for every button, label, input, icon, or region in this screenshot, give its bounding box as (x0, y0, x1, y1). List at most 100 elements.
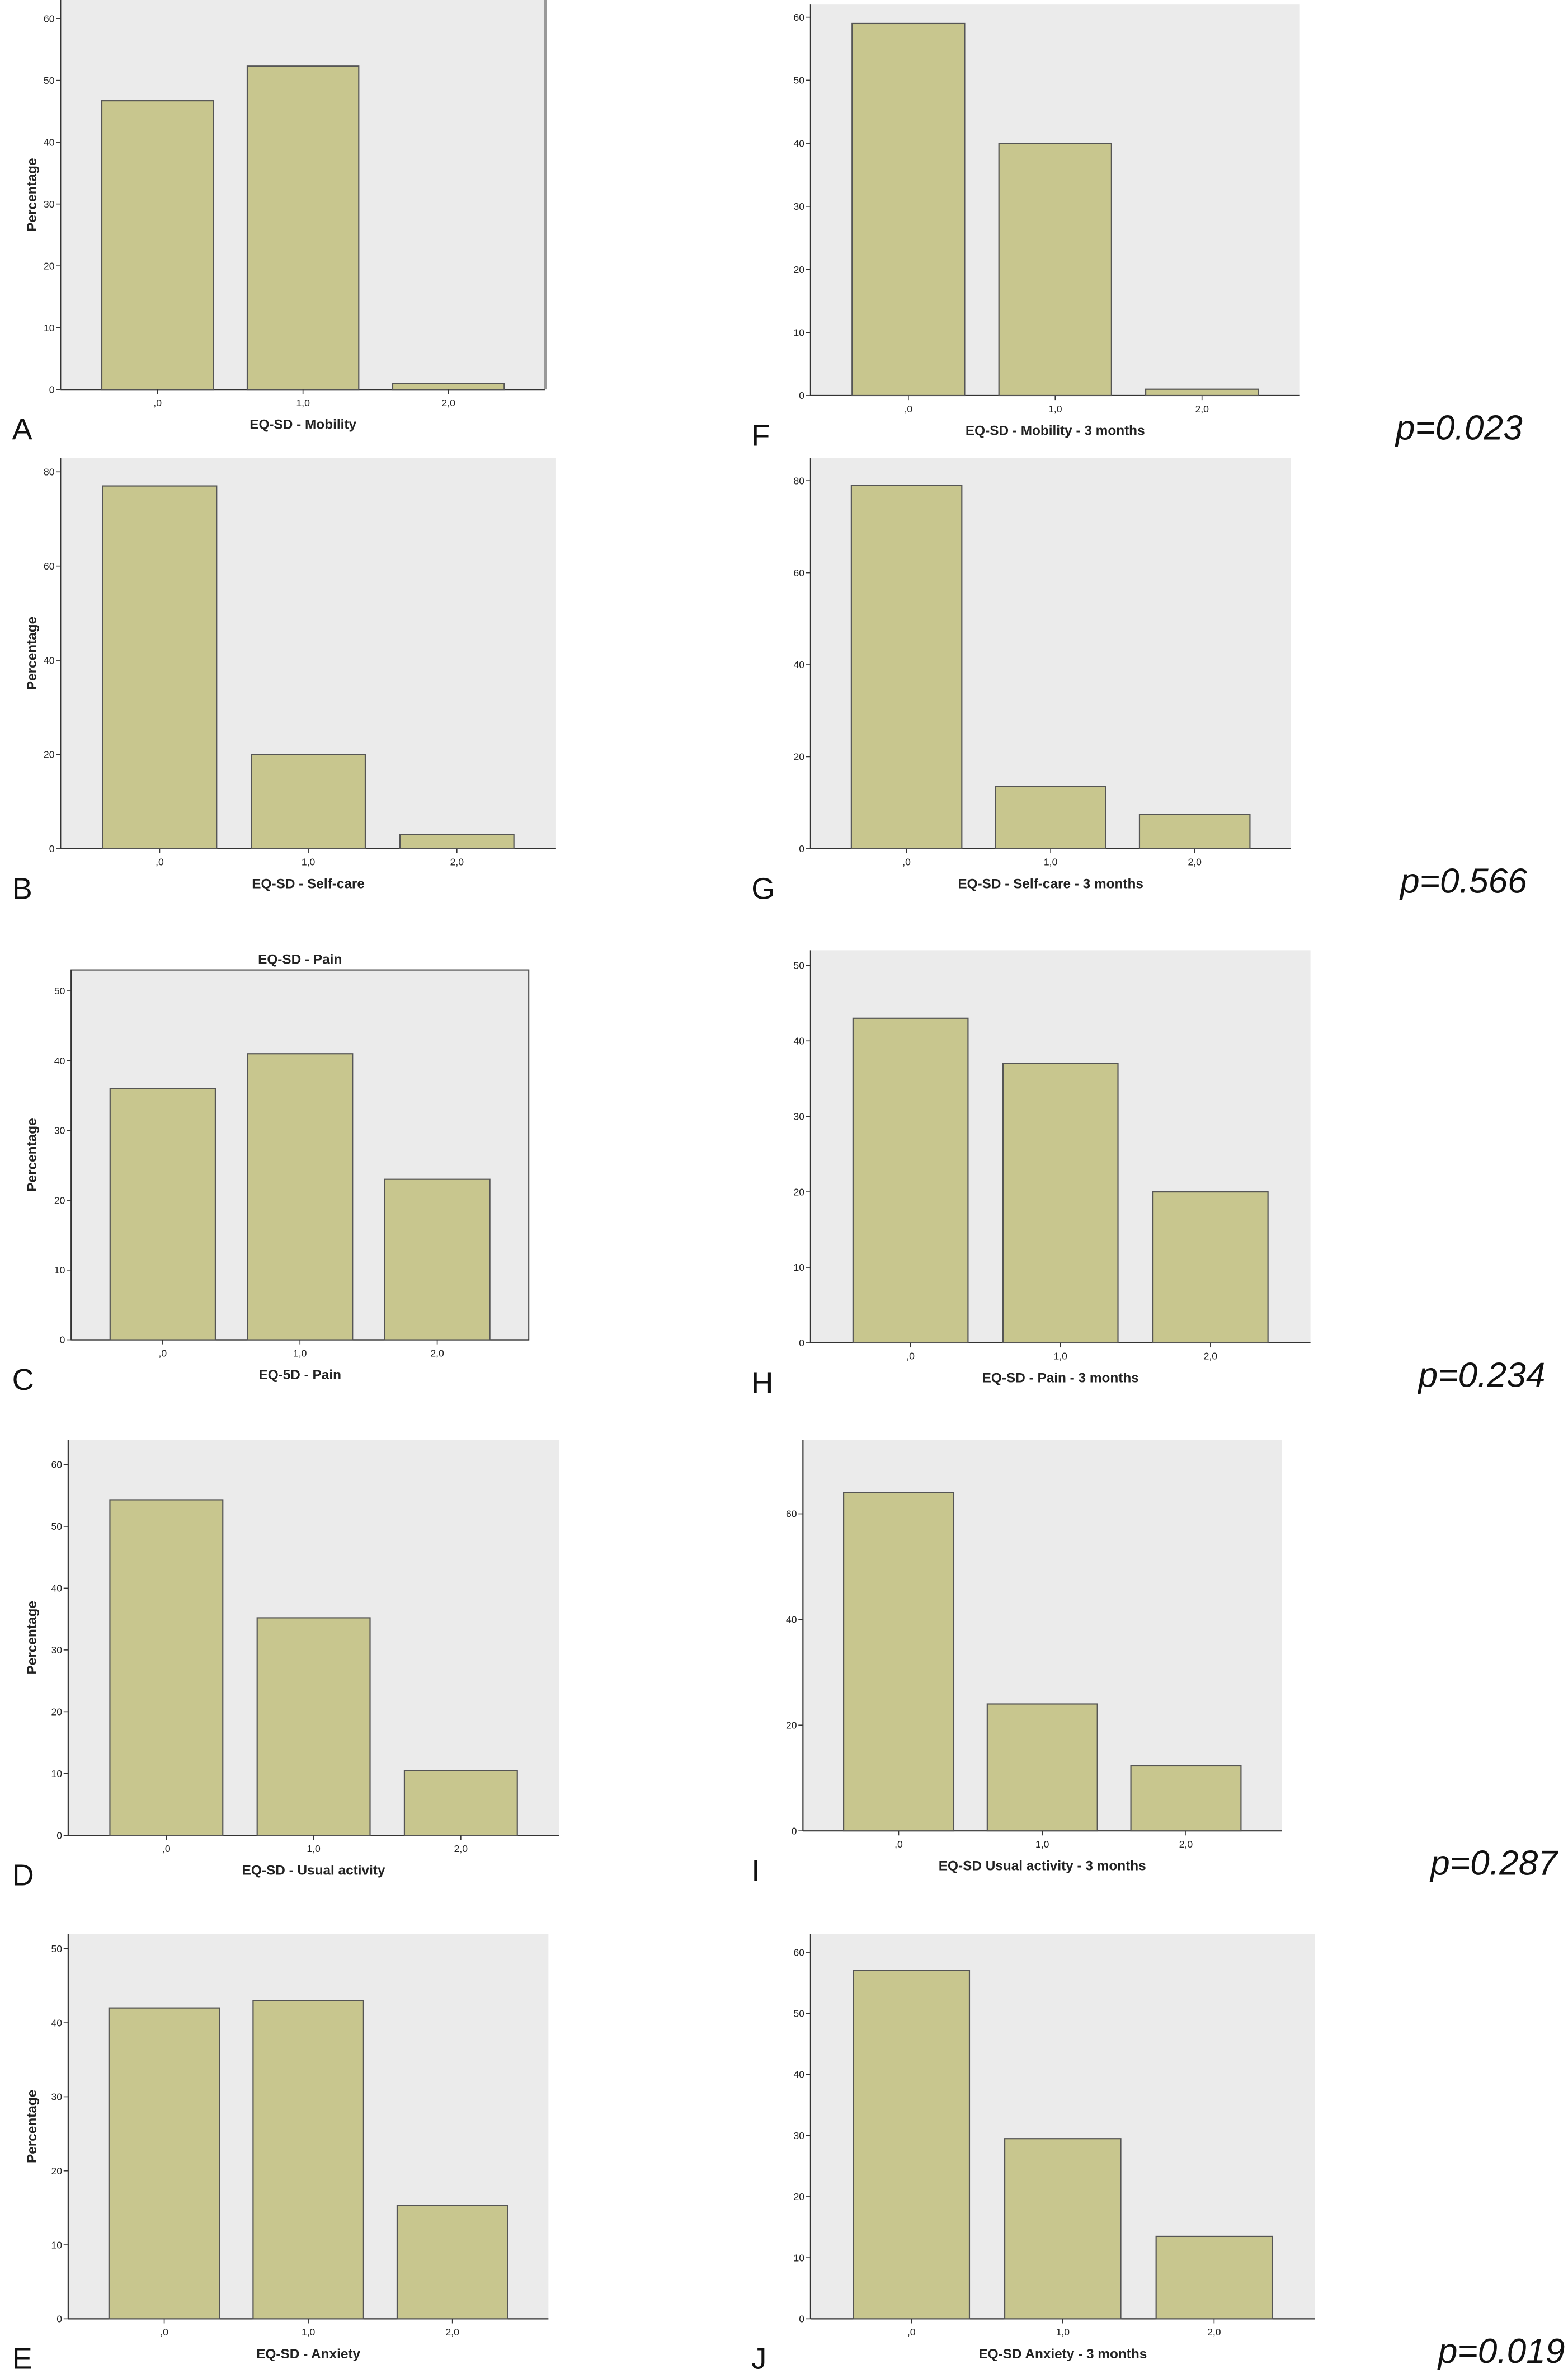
x-tick-label: 1,0 (293, 1347, 307, 1359)
y-tick-label: 0 (792, 1825, 797, 1836)
y-tick-label: 40 (793, 138, 804, 149)
bar (995, 786, 1106, 849)
panel-label: D (12, 1859, 34, 1892)
y-tick-label: 30 (54, 1125, 65, 1136)
bar (1002, 1063, 1119, 1344)
y-tick-label: 50 (793, 2008, 804, 2019)
y-tick-label: 0 (799, 390, 804, 401)
y-tick-label: 20 (786, 1719, 797, 1731)
x-axis-label: EQ-SD - Mobility (249, 417, 356, 433)
bar (392, 383, 505, 391)
bar (998, 143, 1112, 397)
bar (384, 1178, 491, 1341)
y-tick-label: 50 (51, 1943, 62, 1954)
y-tick-label: 60 (793, 1947, 804, 1958)
y-axis-label: Percentage (25, 2090, 40, 2163)
bar (1004, 2138, 1122, 2320)
y-tick-label: 60 (793, 567, 804, 579)
y-tick-label: 0 (799, 2314, 804, 2325)
y-tick-label: 40 (51, 2017, 62, 2028)
y-axis-label: Percentage (25, 617, 40, 690)
x-tick-label: ,0 (906, 1351, 915, 1362)
bar (399, 834, 515, 849)
y-tick-label: 20 (793, 751, 804, 763)
chart-title: EQ-SD - Pain (258, 952, 342, 967)
panel-label: J (751, 2342, 766, 2376)
x-tick-label: ,0 (905, 403, 913, 415)
y-tick-label: 50 (793, 960, 804, 971)
x-tick-label: 2,0 (441, 397, 455, 408)
y-tick-label: 30 (51, 1644, 62, 1656)
x-tick-label: 2,0 (445, 2327, 459, 2338)
x-axis-label: EQ-SD - Pain - 3 months (982, 1370, 1139, 1385)
bar (986, 1703, 1098, 1832)
y-tick-label: 40 (44, 655, 55, 666)
x-tick-label: 2,0 (1195, 403, 1209, 415)
p-value: p=0.287 (1429, 1844, 1558, 1883)
x-tick-label: ,0 (159, 1347, 167, 1359)
bar (843, 1492, 955, 1832)
panel-label: A (12, 413, 33, 447)
panel-label: F (751, 419, 770, 452)
bar (396, 2205, 508, 2320)
bar (109, 1088, 216, 1341)
y-tick-label: 20 (51, 1707, 62, 1718)
x-tick-label: 2,0 (1188, 857, 1202, 868)
x-tick-label: 1,0 (307, 1843, 321, 1854)
y-tick-label: 0 (799, 1337, 804, 1348)
x-tick-label: 2,0 (1207, 2327, 1221, 2338)
y-tick-label: 0 (799, 843, 804, 854)
x-axis-label: EQ-5D - Pain (258, 1367, 341, 1383)
bar (403, 1770, 518, 1836)
bar (1138, 814, 1251, 849)
x-tick-label: 1,0 (302, 2327, 316, 2338)
bar (1152, 1191, 1269, 1344)
y-axis-label: Percentage (25, 1601, 40, 1674)
bar (1130, 1765, 1242, 1832)
x-tick-label: ,0 (162, 1843, 171, 1854)
x-axis-label: EQ-SD Anxiety - 3 months (978, 2347, 1147, 2362)
bar (851, 22, 966, 397)
p-value: p=0.023 (1395, 409, 1523, 448)
y-tick-label: 60 (793, 12, 804, 23)
x-axis-label: EQ-SD - Usual activity (242, 1863, 385, 1878)
y-tick-label: 10 (51, 2239, 62, 2250)
y-tick-label: 20 (44, 260, 55, 271)
x-tick-label: 1,0 (1035, 1839, 1049, 1850)
y-tick-label: 80 (44, 467, 55, 478)
bar (251, 754, 366, 849)
y-tick-label: 20 (44, 749, 55, 760)
y-tick-label: 20 (793, 264, 804, 275)
y-tick-label: 0 (56, 1830, 62, 1841)
y-tick-label: 0 (56, 2314, 62, 2325)
bar (850, 485, 963, 849)
y-tick-label: 20 (793, 2191, 804, 2202)
panel-label: C (12, 1363, 34, 1397)
y-tick-label: 30 (44, 199, 55, 210)
panel-label: I (751, 1854, 760, 1888)
y-tick-label: 60 (44, 561, 55, 572)
bar (853, 1970, 971, 2320)
y-tick-label: 40 (51, 1583, 62, 1594)
x-tick-label: 2,0 (430, 1347, 444, 1359)
x-axis-label: EQ-SD - Self-care (252, 876, 365, 891)
y-tick-label: 60 (786, 1508, 797, 1520)
bar (247, 1053, 354, 1341)
bar (1145, 388, 1259, 397)
y-tick-label: 30 (793, 201, 804, 212)
y-tick-label: 30 (793, 2130, 804, 2141)
x-tick-label: ,0 (153, 397, 162, 408)
bar (1155, 2235, 1273, 2320)
x-tick-label: 1,0 (1054, 1351, 1068, 1362)
p-value: p=0.566 (1399, 862, 1527, 900)
y-axis-label: Percentage (25, 1118, 40, 1191)
bar (252, 2000, 364, 2320)
bar (101, 100, 214, 391)
x-tick-label: ,0 (894, 1839, 903, 1850)
y-tick-label: 10 (44, 322, 55, 333)
x-axis-label: EQ-SD - Mobility - 3 months (966, 423, 1145, 438)
y-tick-label: 20 (51, 2165, 62, 2177)
y-tick-label: 40 (44, 137, 55, 148)
